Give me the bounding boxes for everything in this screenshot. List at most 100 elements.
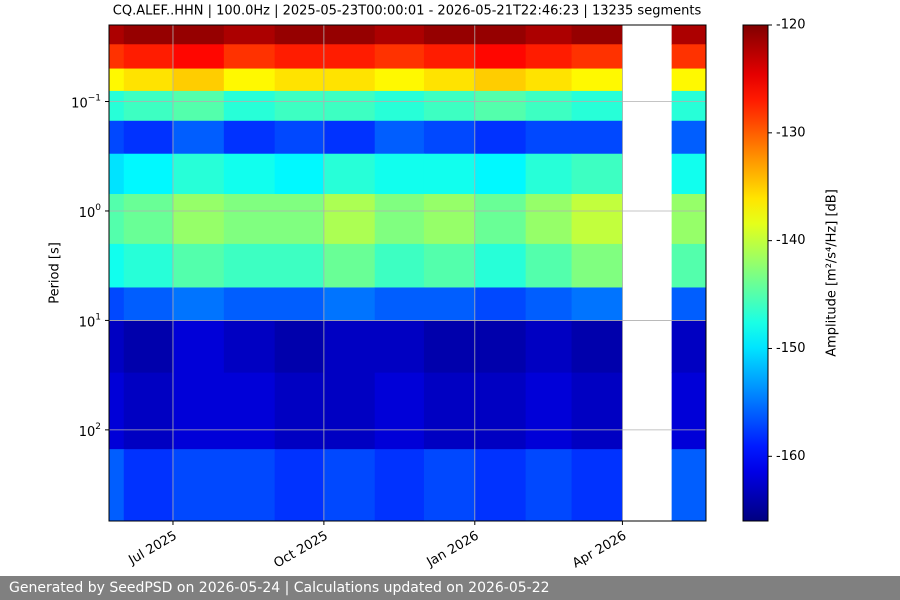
y-tick-label: 102 xyxy=(79,421,101,439)
heatmap-cell xyxy=(223,320,276,374)
heatmap-cell xyxy=(671,120,707,155)
y-axis-label: Period [s] xyxy=(48,242,63,304)
heatmap-cell xyxy=(172,153,225,195)
heatmap-cell xyxy=(474,68,527,92)
heatmap-cell xyxy=(274,90,325,122)
heatmap-cell xyxy=(671,25,707,45)
heatmap-cell xyxy=(123,449,174,522)
y-tick-exponent: 1 xyxy=(95,312,101,322)
heatmap-cell xyxy=(374,44,425,70)
footer: Generated by SeedPSD on 2026-05-24 | Cal… xyxy=(0,576,900,600)
heatmap-cell xyxy=(671,287,707,321)
heatmap-cell xyxy=(172,194,225,245)
heatmap-cell xyxy=(571,25,623,45)
heatmap-cell xyxy=(374,194,425,245)
heatmap-cell xyxy=(423,194,476,245)
heatmap-cell xyxy=(423,449,476,522)
heatmap-cell xyxy=(525,194,573,245)
colorbar-tick-label: -120 xyxy=(776,18,806,33)
colorbar-tick-label: -160 xyxy=(776,449,806,464)
y-tick-exponent: 0 xyxy=(95,202,101,212)
colorbar-tick-label: -150 xyxy=(776,341,806,356)
chart-title: CQ.ALEF..HHN | 100.0Hz | 2025-05-23T00:0… xyxy=(113,4,702,19)
heatmap-cell xyxy=(274,243,325,288)
heatmap-cell xyxy=(671,372,707,450)
heatmap-cell xyxy=(474,194,527,245)
heatmap-cell xyxy=(374,90,425,122)
heatmap-cell xyxy=(525,372,573,450)
heatmap-cell xyxy=(223,372,276,450)
heatmap-cell xyxy=(423,120,476,155)
heatmap-cell xyxy=(374,25,425,45)
heatmap-cell xyxy=(123,25,174,45)
heatmap-cell xyxy=(223,449,276,522)
heatmap-cell xyxy=(423,44,476,70)
heatmap-cell xyxy=(323,44,376,70)
heatmap-cell xyxy=(671,153,707,195)
heatmap-cell xyxy=(123,153,174,195)
y-tick-label: 101 xyxy=(79,312,101,330)
heatmap-cell xyxy=(323,153,376,195)
heatmap-cell xyxy=(671,68,707,92)
heatmap-cell xyxy=(123,287,174,321)
heatmap-cell xyxy=(374,287,425,321)
heatmap-cell xyxy=(274,44,325,70)
heatmap-cell xyxy=(423,287,476,321)
heatmap-cell xyxy=(223,68,276,92)
heatmap-cell xyxy=(123,44,174,70)
heatmap-cell xyxy=(323,120,376,155)
heatmap-cell xyxy=(474,449,527,522)
y-tick-base: 10 xyxy=(79,424,96,439)
heatmap-cell xyxy=(474,153,527,195)
heatmap-cell xyxy=(571,120,623,155)
heatmap-cell xyxy=(374,449,425,522)
heatmap-cell xyxy=(172,44,225,70)
heatmap-cell xyxy=(172,372,225,450)
heatmap-cell xyxy=(172,243,225,288)
heatmap-cell xyxy=(123,372,174,450)
heatmap-cell xyxy=(571,194,623,245)
heatmap-cell xyxy=(123,90,174,122)
heatmap-cell xyxy=(274,25,325,45)
heatmap-cell xyxy=(671,194,707,245)
heatmap-cell xyxy=(374,120,425,155)
heatmap-cell xyxy=(274,287,325,321)
heatmap xyxy=(109,25,707,522)
heatmap-cell xyxy=(274,68,325,92)
heatmap-cell xyxy=(474,287,527,321)
y-tick-label: 100 xyxy=(79,202,102,220)
heatmap-cell xyxy=(109,90,125,122)
heatmap-cell xyxy=(109,194,125,245)
heatmap-cell xyxy=(323,25,376,45)
heatmap-cell xyxy=(323,68,376,92)
heatmap-cell xyxy=(525,320,573,374)
heatmap-cell xyxy=(423,68,476,92)
colorbar-tick-label: -140 xyxy=(776,233,806,248)
colorbar-tick-label: -130 xyxy=(776,125,806,140)
heatmap-cell xyxy=(525,25,573,45)
heatmap-cell xyxy=(172,90,225,122)
plot-frame xyxy=(108,24,707,522)
heatmap-cell xyxy=(474,25,527,45)
heatmap-cell xyxy=(474,372,527,450)
heatmap-cell xyxy=(223,287,276,321)
heatmap-cell xyxy=(571,287,623,321)
heatmap-cell xyxy=(323,194,376,245)
heatmap-cell xyxy=(323,320,376,374)
x-tick-label: Jul 2025 xyxy=(126,529,180,569)
heatmap-cell xyxy=(571,153,623,195)
heatmap-cell xyxy=(274,153,325,195)
heatmap-cell xyxy=(374,320,425,374)
heatmap-cell xyxy=(274,449,325,522)
heatmap-cell xyxy=(109,153,125,195)
heatmap-cell xyxy=(323,372,376,450)
heatmap-cell xyxy=(374,68,425,92)
colorbar xyxy=(742,24,769,522)
heatmap-cell xyxy=(172,68,225,92)
heatmap-cell xyxy=(671,44,707,70)
heatmap-cell xyxy=(323,287,376,321)
heatmap-cell xyxy=(571,68,623,92)
heatmap-cell xyxy=(109,449,125,522)
y-tick-base: 10 xyxy=(71,96,88,111)
heatmap-cell xyxy=(525,287,573,321)
